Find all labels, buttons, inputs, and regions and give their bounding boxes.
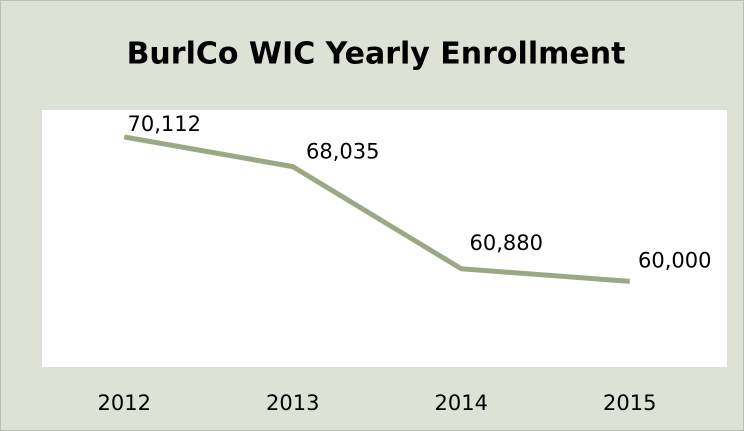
chart-title: BurlCo WIC Yearly Enrollment — [127, 37, 626, 72]
x-tick-label: 2012 — [98, 391, 151, 415]
x-tick-label: 2015 — [603, 391, 656, 415]
plot-area — [42, 110, 727, 367]
data-label: 60,880 — [470, 231, 543, 255]
x-tick-label: 2013 — [266, 391, 319, 415]
data-label: 68,035 — [306, 140, 379, 164]
x-tick-label: 2014 — [435, 391, 488, 415]
data-label: 70,112 — [128, 112, 201, 136]
data-label: 60,000 — [638, 248, 711, 272]
data-line — [123, 134, 630, 284]
